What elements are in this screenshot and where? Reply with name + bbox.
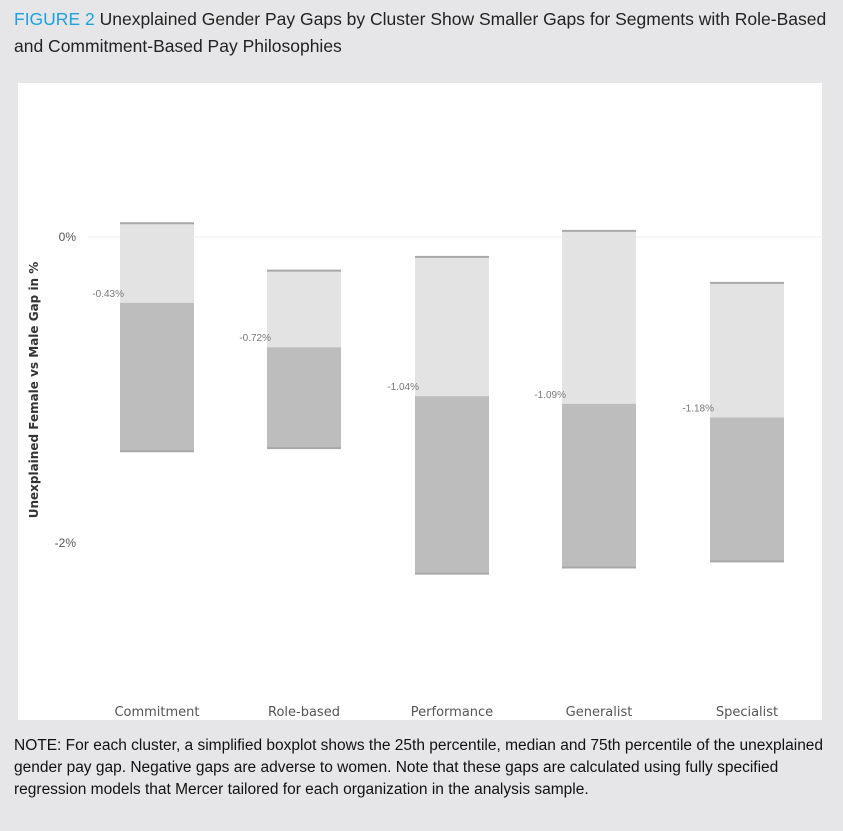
y-tick-label: 0% — [59, 230, 77, 244]
y-axis-label: Unexplained Female vs Male Gap in % — [27, 262, 41, 519]
box-upper-role-based — [267, 270, 341, 348]
box-upper-specialist — [710, 282, 784, 418]
figure-title-text: Unexplained Gender Pay Gaps by Cluster S… — [14, 9, 827, 56]
x-tick-label: Generalist — [566, 705, 633, 720]
median-label: -1.04% — [387, 382, 419, 393]
figure-label: FIGURE 2 — [14, 9, 95, 29]
box-upper-commitment — [120, 223, 194, 303]
x-tick-label: Performance — [411, 705, 493, 720]
median-label: -0.72% — [239, 333, 271, 344]
median-label: -1.18% — [682, 404, 714, 415]
box-upper-generalist — [562, 230, 636, 404]
box-lower-performance — [415, 396, 489, 574]
box-lower-role-based — [267, 347, 341, 449]
box-upper-performance — [415, 256, 489, 397]
box-lower-generalist — [562, 403, 636, 568]
median-label: -0.43% — [92, 289, 124, 300]
box-lower-commitment — [120, 302, 194, 452]
x-tick-label: Commitment — [114, 705, 199, 720]
y-tick-label: -2% — [55, 536, 77, 550]
x-tick-label: Role-based — [268, 705, 340, 720]
figure-note: NOTE: For each cluster, a simplified box… — [14, 737, 824, 798]
figure-title: FIGURE 2 Unexplained Gender Pay Gaps by … — [14, 6, 834, 60]
x-tick-label: Specialist — [716, 705, 778, 720]
box-lower-specialist — [710, 417, 784, 562]
median-label: -1.09% — [534, 390, 566, 401]
